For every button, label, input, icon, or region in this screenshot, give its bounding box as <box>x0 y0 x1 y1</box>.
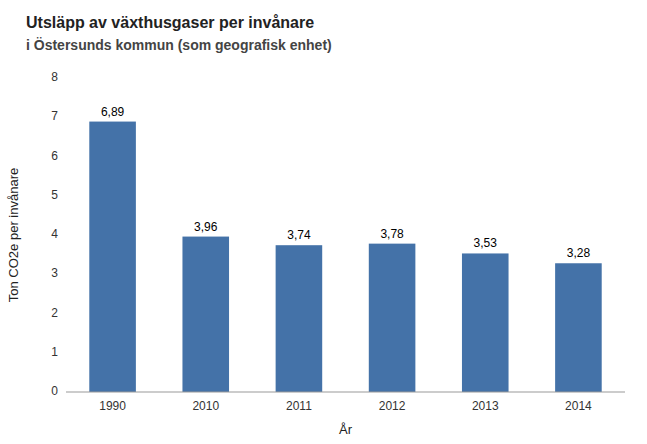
x-axis-line <box>66 392 625 393</box>
y-axis: 0 1 2 3 4 5 6 7 8 <box>51 70 58 398</box>
y-tick-label: 3 <box>51 266 58 280</box>
y-tick-label: 8 <box>51 70 58 84</box>
bar <box>182 237 229 392</box>
bar <box>462 253 509 392</box>
x-tick-label: 1990 <box>99 399 126 413</box>
y-tick-label: 0 <box>51 384 58 398</box>
title: Utsläpp av växthusgaser per invånare <box>26 14 314 31</box>
bar <box>89 122 136 392</box>
x-tick-label: 2011 <box>286 399 312 413</box>
bar <box>276 245 323 392</box>
x-axis: 1990 2010 2011 2012 2013 2014 <box>66 392 625 413</box>
x-tick-label: 2010 <box>192 399 219 413</box>
data-label: 3,78 <box>380 227 404 241</box>
data-label: 6,89 <box>101 105 125 119</box>
data-label: 3,53 <box>474 236 498 250</box>
y-tick-label: 7 <box>51 109 58 123</box>
bars <box>89 122 601 392</box>
y-tick-label: 4 <box>51 227 58 241</box>
bar <box>369 244 416 392</box>
y-tick-label: 5 <box>51 188 58 202</box>
y-tick-label: 1 <box>51 345 58 359</box>
y-axis-label: Ton CO2e per invånare <box>6 168 21 302</box>
data-label: 3,28 <box>567 246 591 260</box>
x-tick-label: 2012 <box>379 399 406 413</box>
chart: Utsläpp av växthusgaser per invånare i Ös… <box>0 0 647 444</box>
bar <box>555 263 602 392</box>
subtitle: i Östersunds kommun (som geografisk enhe… <box>26 37 332 53</box>
data-label: 3,74 <box>287 228 311 242</box>
x-tick-label: 2013 <box>472 399 499 413</box>
y-tick-label: 6 <box>51 149 58 163</box>
y-tick-label: 2 <box>51 306 58 320</box>
x-axis-label: År <box>339 422 353 437</box>
data-label: 3,96 <box>194 220 218 234</box>
x-tick-label: 2014 <box>565 399 592 413</box>
data-labels: 6,89 3,96 3,74 3,78 3,53 3,28 <box>101 105 591 261</box>
